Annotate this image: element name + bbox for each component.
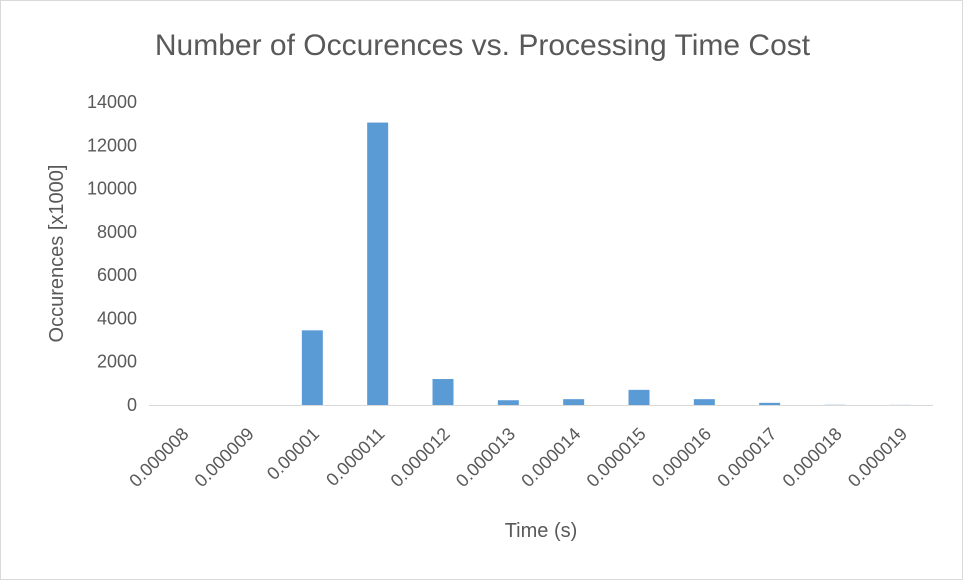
x-tick-label: 0.000014 [517,424,584,491]
bar-0.000016 [693,399,715,405]
bars [301,122,911,405]
y-tick-label: 6000 [97,265,137,285]
y-tick-label: 0 [127,395,137,415]
y-tick-label: 12000 [87,135,137,155]
x-tick-label: 0.000008 [125,424,192,491]
bar-0.000012 [432,379,454,405]
x-tick-label: 0.000019 [844,424,911,491]
y-axis-title: Occurences [x1000] [46,165,68,343]
bar-0.000015 [628,389,650,405]
bar-0.000014 [563,399,585,405]
y-tick-label: 8000 [97,222,137,242]
x-tick-label: 0.000016 [648,424,715,491]
x-tick-label: 0.000013 [452,424,519,491]
x-tick-label: 0.000011 [322,424,388,490]
bar-0.000017 [759,402,781,405]
y-tick-label: 10000 [87,179,137,199]
y-tick-label: 4000 [97,308,137,328]
y-axis-ticks: 0 2000 4000 6000 8000 10000 12000 14000 [87,92,137,415]
bar-0.000011 [367,122,389,405]
y-tick-label: 2000 [97,352,137,372]
x-tick-label: 0.000012 [387,424,454,491]
x-tick-label: 0.00001 [263,424,323,484]
bar-0.000013 [497,400,519,405]
x-tick-label: 0.000009 [191,424,258,491]
chart-title: Number of Occurences vs. Processing Time… [154,29,811,62]
bar-0.00001 [301,330,323,405]
x-tick-label: 0.000015 [583,424,650,491]
x-axis-title: Time (s) [505,520,578,542]
y-tick-label: 14000 [87,92,137,112]
x-tick-label: 0.000017 [713,424,780,491]
x-tick-label: 0.000018 [779,424,846,491]
